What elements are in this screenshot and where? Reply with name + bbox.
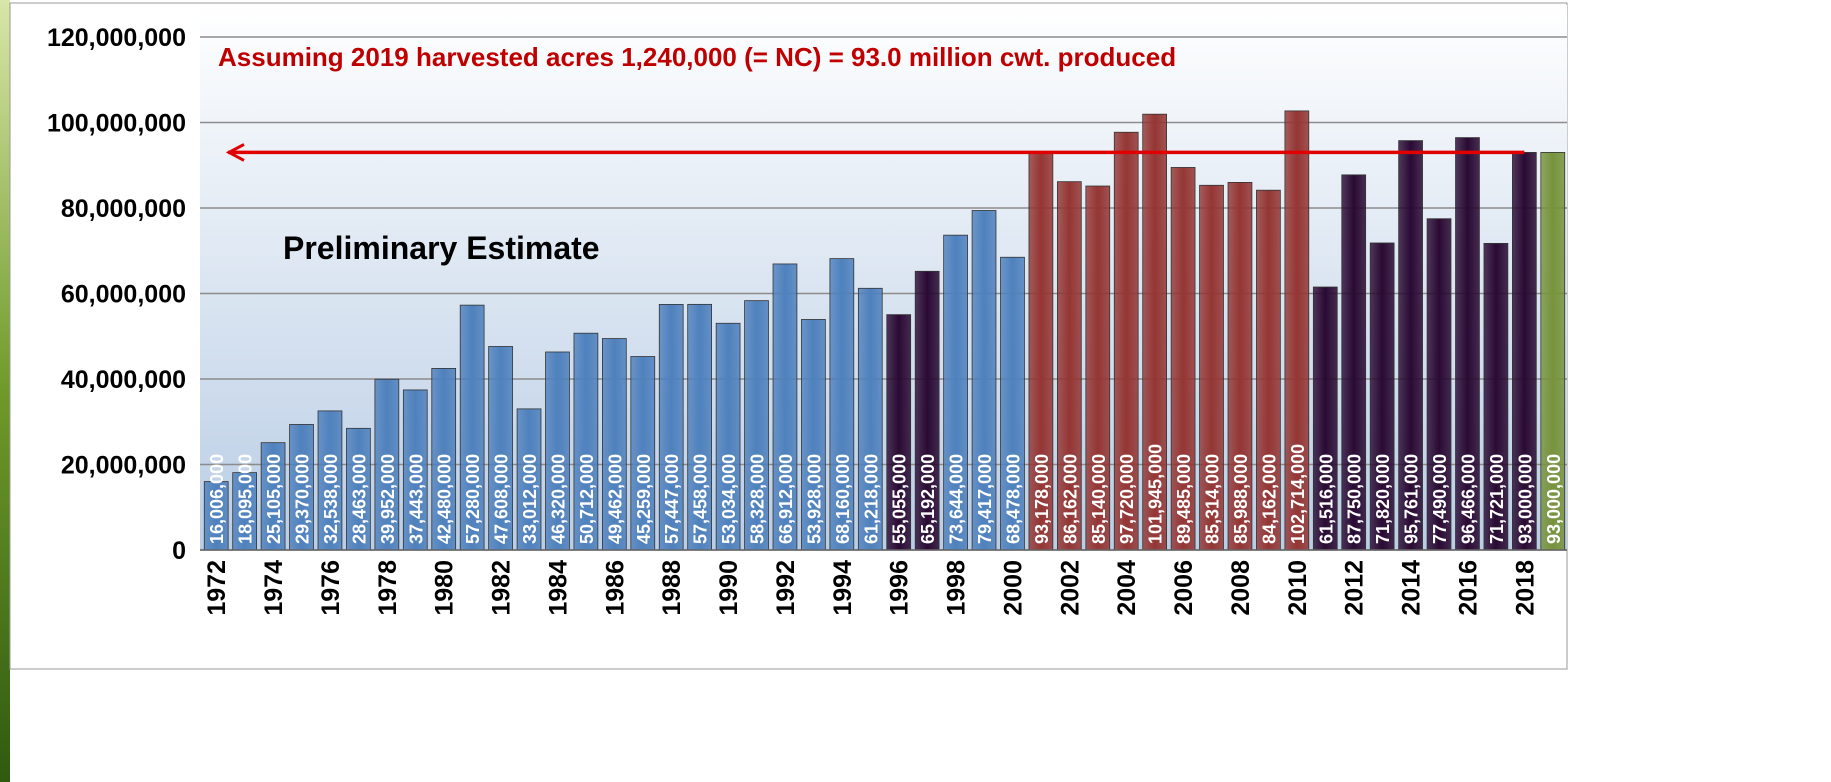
value-label: 85,140,000 (1089, 454, 1109, 544)
value-label: 58,328,000 (748, 454, 768, 544)
x-tick-label: 1996 (886, 560, 914, 616)
value-label: 102,714,000 (1288, 444, 1308, 544)
x-tick-label: 2014 (1398, 560, 1426, 616)
annotation: Preliminary Estimate (283, 230, 600, 266)
x-tick-label: 2006 (1170, 560, 1198, 616)
value-label: 61,516,000 (1316, 454, 1336, 544)
value-label: 95,761,000 (1402, 454, 1422, 544)
y-tick-label: 20,000,000 (61, 452, 186, 480)
value-label: 65,192,000 (918, 454, 938, 544)
x-tick-label: 1994 (829, 560, 857, 616)
x-tick-label: 2010 (1284, 560, 1312, 616)
value-label: 16,006,000 (207, 454, 227, 544)
plot-area (200, 5, 1567, 550)
annotation: Assuming 2019 harvested acres 1,240,000 … (218, 42, 1176, 72)
x-tick-label: 1980 (431, 560, 459, 616)
value-label: 73,644,000 (947, 454, 967, 544)
x-tick-label: 1992 (772, 560, 800, 616)
x-tick-label: 2012 (1341, 560, 1369, 616)
background-strip (0, 0, 10, 782)
value-label: 87,750,000 (1345, 454, 1365, 544)
value-label: 53,034,000 (719, 454, 739, 544)
value-label: 32,538,000 (321, 454, 341, 544)
y-tick-label: 40,000,000 (61, 366, 186, 394)
value-label: 93,000,000 (1515, 454, 1535, 544)
value-label: 93,178,000 (1032, 454, 1052, 544)
value-label: 28,463,000 (349, 454, 369, 544)
value-label: 57,280,000 (463, 454, 483, 544)
value-label: 25,105,000 (264, 454, 284, 544)
value-label: 55,055,000 (890, 454, 910, 544)
value-label: 61,218,000 (861, 454, 881, 544)
x-tick-label: 1988 (658, 560, 686, 616)
x-tick-label: 2018 (1511, 560, 1539, 616)
value-label: 86,162,000 (1060, 454, 1080, 544)
value-label: 57,458,000 (691, 454, 711, 544)
y-tick-label: 80,000,000 (61, 195, 186, 223)
value-label: 57,447,000 (662, 454, 682, 544)
y-tick-label: 100,000,000 (47, 110, 186, 138)
y-tick-label: 120,000,000 (47, 24, 186, 52)
value-label: 50,712,000 (577, 454, 597, 544)
x-tick-label: 1978 (374, 560, 402, 616)
value-label: 53,928,000 (804, 454, 824, 544)
x-tick-label: 1998 (943, 560, 971, 616)
x-tick-label: 1984 (544, 560, 572, 616)
x-tick-label: 2008 (1227, 560, 1255, 616)
x-tick-label: 1974 (260, 560, 288, 616)
value-label: 84,162,000 (1259, 454, 1279, 544)
x-tick-label: 2000 (999, 560, 1027, 616)
value-label: 97,720,000 (1117, 454, 1137, 544)
value-label: 96,466,000 (1458, 454, 1478, 544)
value-label: 89,485,000 (1174, 454, 1194, 544)
value-label: 68,478,000 (1003, 454, 1023, 544)
arrow-head (225, 143, 245, 162)
value-label: 49,462,000 (605, 454, 625, 544)
value-label: 42,480,000 (435, 454, 455, 544)
value-label: 45,259,000 (634, 454, 654, 544)
value-label: 37,443,000 (406, 454, 426, 544)
x-tick-label: 2002 (1056, 560, 1084, 616)
x-tick-label: 1976 (317, 560, 345, 616)
value-label: 101,945,000 (1146, 444, 1166, 544)
x-tick-label: 1990 (715, 560, 743, 616)
y-tick-label: 0 (172, 537, 186, 565)
value-label: 85,314,000 (1203, 454, 1223, 544)
value-label: 46,320,000 (548, 454, 568, 544)
value-label: 39,952,000 (378, 454, 398, 544)
value-label: 85,988,000 (1231, 454, 1251, 544)
value-label: 47,608,000 (492, 454, 512, 544)
value-label: 71,820,000 (1373, 454, 1393, 544)
value-label: 29,370,000 (293, 454, 313, 544)
value-label: 33,012,000 (520, 454, 540, 544)
value-label: 68,160,000 (833, 454, 853, 544)
x-tick-label: 1972 (203, 560, 231, 616)
value-label: 93,000,000 (1544, 454, 1564, 544)
value-label: 66,912,000 (776, 454, 796, 544)
x-tick-label: 1982 (488, 560, 516, 616)
x-tick-label: 2016 (1454, 560, 1482, 616)
x-tick-label: 2004 (1113, 560, 1141, 616)
value-label: 77,490,000 (1430, 454, 1450, 544)
y-tick-label: 60,000,000 (61, 281, 186, 309)
x-tick-label: 1986 (601, 560, 629, 616)
value-label: 71,721,000 (1487, 454, 1507, 544)
value-label: 18,095,000 (236, 454, 256, 544)
value-label: 79,417,000 (975, 454, 995, 544)
